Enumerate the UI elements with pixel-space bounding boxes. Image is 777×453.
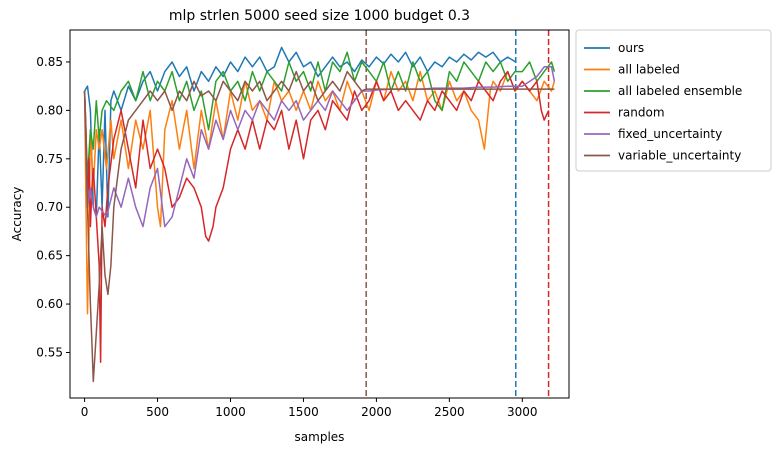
x-tick-label: 2000 (361, 405, 392, 419)
series-line-4 (83, 66, 556, 228)
series-lines (83, 46, 556, 383)
y-tick-label: 0.65 (36, 249, 63, 263)
x-tick-label: 3000 (507, 405, 538, 419)
y-tick-label: 0.75 (36, 152, 63, 166)
x-tick-label: 0 (81, 405, 89, 419)
series-line-3 (83, 70, 550, 363)
series-line-1 (83, 70, 556, 315)
y-axis-label: Accuracy (10, 187, 24, 242)
legend-box (575, 29, 772, 172)
x-tick-label: 1000 (215, 405, 246, 419)
x-tick-label: 2500 (434, 405, 465, 419)
legend-label-3: random (618, 106, 665, 120)
y-tick-label: 0.55 (36, 345, 63, 359)
y-tick-label: 0.85 (36, 55, 63, 69)
series-line-2 (83, 51, 556, 179)
y-tick-label: 0.80 (36, 103, 63, 117)
y-axis: 0.55 0.60 0.65 0.70 0.75 0.80 0.85 (36, 55, 70, 359)
series-line-0 (83, 46, 517, 218)
x-axis-label: samples (295, 430, 345, 444)
legend-label-5: variable_uncertainty (618, 149, 741, 163)
legend-label-4: fixed_uncertainty (618, 127, 722, 141)
plot-frame (69, 29, 570, 399)
y-tick-label: 0.70 (36, 200, 63, 214)
legend-label-2: all labeled ensemble (618, 84, 742, 98)
y-tick-label: 0.60 (36, 297, 63, 311)
series-line-5 (83, 70, 555, 383)
legend: ours all labeled all labeled ensemble rando… (575, 29, 772, 172)
x-axis: 0 500 1000 1500 2000 2500 3000 (81, 398, 538, 419)
legend-label-1: all labeled (618, 63, 680, 77)
x-tick-label: 1500 (288, 405, 319, 419)
chart-title: mlp strlen 5000 seed size 1000 budget 0.… (169, 8, 470, 24)
x-tick-label: 500 (146, 405, 169, 419)
reference-lines (365, 30, 550, 398)
legend-label-0: ours (618, 41, 644, 55)
